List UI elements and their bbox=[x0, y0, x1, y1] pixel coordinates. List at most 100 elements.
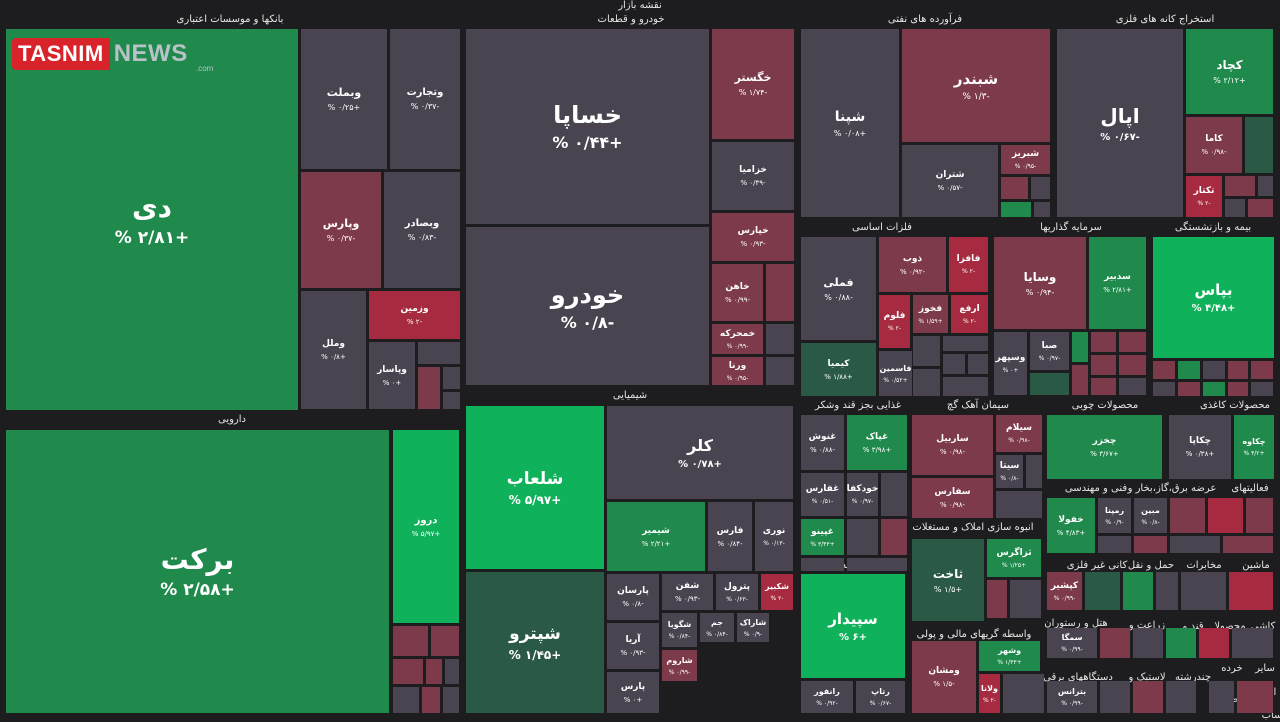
stock-tile-small[interactable] bbox=[1166, 628, 1196, 658]
stock-tile-small[interactable] bbox=[1258, 176, 1273, 196]
stock-tile[interactable]: فاسمین +۰/۵۲ % bbox=[879, 351, 912, 396]
stock-tile[interactable]: وبملت +۰/۲۵ % bbox=[301, 29, 387, 169]
stock-tile-small[interactable] bbox=[1203, 382, 1225, 396]
stock-tile[interactable]: سپیدار +۶ % bbox=[801, 574, 905, 678]
stock-tile-small[interactable] bbox=[1228, 382, 1248, 396]
stock-tile-small[interactable] bbox=[443, 687, 459, 713]
stock-tile[interactable]: غپاک +۳/۹۸ % bbox=[847, 415, 907, 470]
stock-tile[interactable]: وسایا -۰/۹۴ % bbox=[994, 237, 1086, 329]
stock-tile-small[interactable] bbox=[1178, 361, 1200, 379]
stock-tile-small[interactable] bbox=[881, 473, 907, 516]
stock-tile[interactable]: خساپا +۰/۴۴ % bbox=[466, 29, 709, 224]
stock-tile-small[interactable] bbox=[393, 659, 423, 684]
stock-tile-small[interactable] bbox=[766, 357, 794, 385]
stock-tile[interactable]: پارسان -۰/۸ % bbox=[607, 574, 659, 620]
stock-tile[interactable]: شیمیر +۲/۲۱ % bbox=[607, 502, 705, 571]
stock-tile[interactable]: ساربیل -۰/۹۸ % bbox=[912, 415, 993, 475]
stock-tile-small[interactable] bbox=[1100, 681, 1130, 713]
stock-tile-small[interactable] bbox=[1031, 177, 1050, 199]
stock-tile-small[interactable] bbox=[1203, 361, 1225, 379]
stock-tile-small[interactable] bbox=[1119, 332, 1146, 352]
stock-tile[interactable]: فخوز +۱/۵۹ % bbox=[913, 295, 948, 333]
stock-tile-small[interactable] bbox=[943, 336, 988, 351]
stock-tile[interactable]: شپنا +۰/۰۸ % bbox=[801, 29, 899, 217]
stock-tile-small[interactable] bbox=[1229, 572, 1273, 610]
stock-tile-small[interactable] bbox=[1001, 177, 1028, 199]
stock-tile[interactable]: وپارس -۰/۳۷ % bbox=[301, 172, 381, 288]
stock-tile[interactable]: کلر +۰/۷۸ % bbox=[607, 406, 793, 499]
stock-tile-small[interactable] bbox=[1237, 681, 1273, 713]
stock-tile-small[interactable] bbox=[1098, 536, 1131, 553]
stock-tile-small[interactable] bbox=[1178, 382, 1200, 396]
stock-tile[interactable]: مبین -۰/۸ % bbox=[1134, 498, 1167, 533]
stock-tile-small[interactable] bbox=[987, 580, 1007, 618]
stock-tile[interactable]: خمحرکه -۰/۹۹ % bbox=[712, 324, 763, 354]
stock-tile-small[interactable] bbox=[801, 558, 844, 571]
stock-tile[interactable]: دی +۲/۸۱ % bbox=[6, 29, 298, 410]
stock-tile[interactable]: نوری -۰/۱۳ % bbox=[755, 502, 793, 571]
stock-tile-small[interactable] bbox=[1001, 202, 1031, 217]
stock-tile-small[interactable] bbox=[943, 354, 965, 374]
stock-tile[interactable]: پترول -۰/۶۳ % bbox=[716, 574, 758, 610]
stock-tile-small[interactable] bbox=[1232, 628, 1273, 658]
stock-tile[interactable]: سیلام -۰/۹۸ % bbox=[996, 415, 1042, 452]
stock-tile-small[interactable] bbox=[1156, 572, 1178, 610]
stock-tile[interactable]: کیمیا +۱/۸۸ % bbox=[801, 343, 876, 396]
stock-tile-small[interactable] bbox=[443, 367, 460, 389]
stock-tile-small[interactable] bbox=[996, 491, 1042, 518]
stock-tile[interactable]: شکبیر -۲ % bbox=[761, 574, 793, 610]
stock-tile-small[interactable] bbox=[766, 264, 794, 321]
stock-tile[interactable]: شتران -۰/۵۷ % bbox=[902, 145, 998, 217]
stock-tile-small[interactable] bbox=[1248, 199, 1273, 217]
stock-tile-small[interactable] bbox=[1245, 117, 1273, 173]
stock-tile[interactable]: شپترو +۱/۴۵ % bbox=[466, 572, 604, 713]
stock-tile-small[interactable] bbox=[393, 626, 428, 656]
stock-tile[interactable]: برکت +۲/۵۸ % bbox=[6, 430, 389, 713]
stock-tile-small[interactable] bbox=[847, 558, 907, 571]
stock-tile[interactable]: دروز +۵/۹۷ % bbox=[393, 430, 459, 623]
stock-tile-small[interactable] bbox=[1251, 361, 1273, 379]
stock-tile-small[interactable] bbox=[1153, 382, 1175, 396]
stock-tile-small[interactable] bbox=[1072, 365, 1088, 395]
stock-tile-small[interactable] bbox=[1181, 572, 1226, 610]
stock-tile[interactable]: غپینو +۳/۴۳ % bbox=[801, 519, 844, 555]
stock-tile[interactable]: آریا -۰/۹۳ % bbox=[607, 623, 659, 669]
stock-tile[interactable]: خودرو -۰/۸ % bbox=[466, 227, 709, 385]
stock-tile-small[interactable] bbox=[1085, 572, 1120, 610]
stock-tile[interactable]: خزامیا -۰/۴۹ % bbox=[712, 142, 794, 210]
stock-tile-small[interactable] bbox=[1209, 681, 1234, 713]
stock-tile[interactable]: پارس +۰ % bbox=[607, 672, 659, 713]
stock-tile-small[interactable] bbox=[1133, 681, 1163, 713]
stock-tile[interactable]: جم -۰/۸۴ % bbox=[700, 613, 734, 642]
stock-tile-small[interactable] bbox=[968, 354, 988, 374]
stock-tile[interactable]: فملی -۰/۸۸ % bbox=[801, 237, 876, 340]
stock-tile-small[interactable] bbox=[1199, 628, 1229, 658]
stock-tile[interactable]: وبصادر -۰/۸۳ % bbox=[384, 172, 460, 288]
stock-tile[interactable]: ذوب -۰/۹۲ % bbox=[879, 237, 946, 292]
stock-tile[interactable]: سدبیر +۲/۸۱ % bbox=[1089, 237, 1146, 329]
stock-tile-small[interactable] bbox=[1091, 378, 1116, 395]
stock-tile-small[interactable] bbox=[1091, 355, 1116, 375]
stock-tile[interactable]: فارس -۰/۸۴ % bbox=[708, 502, 752, 571]
stock-tile[interactable]: سمگا -۰/۹۹ % bbox=[1047, 628, 1097, 658]
stock-tile-small[interactable] bbox=[1153, 361, 1175, 379]
stock-tile-small[interactable] bbox=[913, 369, 940, 396]
stock-tile-small[interactable] bbox=[1166, 681, 1196, 713]
stock-tile[interactable]: چخزر +۳/۶۷ % bbox=[1047, 415, 1162, 479]
stock-tile[interactable]: خودکفا -۰/۹۷ % bbox=[847, 473, 878, 516]
stock-tile[interactable]: بپاس +۴/۴۸ % bbox=[1153, 237, 1274, 358]
stock-tile[interactable]: ورنا -۰/۹۵ % bbox=[712, 357, 763, 385]
stock-tile-small[interactable] bbox=[881, 519, 907, 555]
stock-tile-small[interactable] bbox=[418, 367, 440, 409]
stock-tile[interactable]: وپاسار +۰ % bbox=[369, 342, 415, 409]
stock-tile[interactable]: شاراک -۰/۹ % bbox=[737, 613, 769, 642]
stock-tile[interactable]: غنوش -۰/۸۸ % bbox=[801, 415, 844, 470]
stock-tile-small[interactable] bbox=[426, 659, 442, 684]
stock-tile[interactable]: کپشیر -۰/۹۹ % bbox=[1047, 572, 1082, 610]
stock-tile-small[interactable] bbox=[913, 336, 940, 366]
stock-tile-small[interactable] bbox=[1003, 674, 1040, 713]
stock-tile[interactable]: وتجارت -۰/۳۷ % bbox=[390, 29, 460, 169]
stock-tile-small[interactable] bbox=[1251, 382, 1273, 396]
stock-tile[interactable]: فلوم -۲ % bbox=[879, 295, 910, 348]
stock-tile-small[interactable] bbox=[1034, 202, 1050, 217]
